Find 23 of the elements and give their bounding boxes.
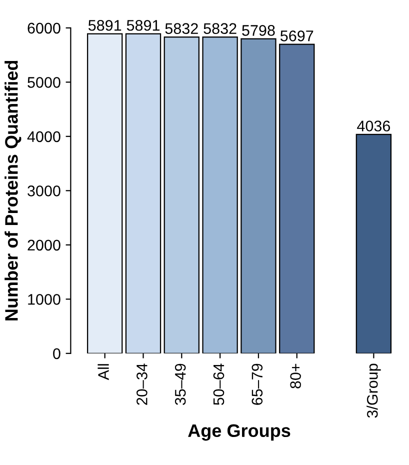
x-tick-label: 20–34 [136, 364, 148, 405]
y-tick-label: 2000 [28, 240, 60, 251]
x-tick-label: 50–64 [213, 364, 224, 405]
y-tick-label: 5000 [28, 77, 60, 88]
y-tick-label: 3000 [28, 186, 60, 196]
data-label: 5798 [242, 25, 275, 36]
x-tick-label: 80+ [290, 364, 301, 388]
x-tick-label: 35–49 [174, 364, 186, 406]
y-tick-label: 1000 [28, 294, 60, 305]
y-axis-title: Number of Proteins Quantified [4, 60, 22, 320]
y-tick-label: 0 [53, 348, 60, 360]
y-tick-label: 4000 [27, 131, 60, 142]
x-tick-label: 65–79 [252, 364, 263, 405]
data-label: 5891 [88, 20, 122, 31]
data-label: 5697 [280, 30, 314, 42]
data-label: 5891 [126, 20, 160, 31]
x-axis-title: Age Groups [188, 424, 290, 441]
data-label: 4036 [357, 120, 390, 132]
y-tick-label: 6000 [28, 22, 60, 34]
data-label: 5832 [165, 23, 198, 34]
x-tick-label: 3/Group [366, 364, 381, 418]
x-tick-label: All [98, 364, 109, 380]
data-label: 5832 [204, 23, 236, 34]
